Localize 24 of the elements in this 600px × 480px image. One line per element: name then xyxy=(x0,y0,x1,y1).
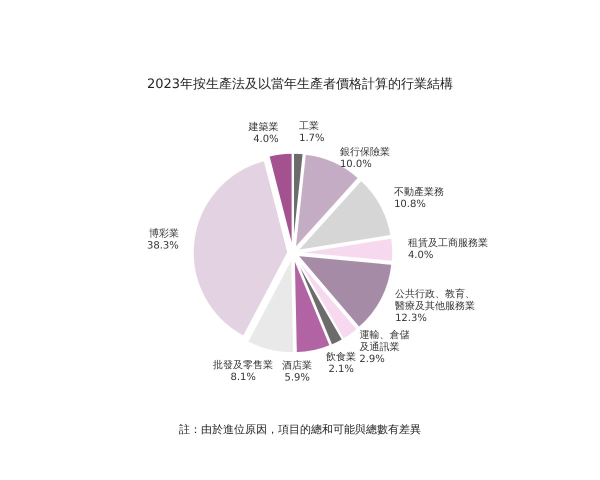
slice-label: 酒店業 xyxy=(282,360,312,372)
slice-label: 建築業 xyxy=(248,120,279,133)
slice-label: 批發及零售業 xyxy=(213,359,274,372)
slice-label: 飲食業 xyxy=(326,350,356,363)
data-label: 12.3% xyxy=(395,312,427,324)
chart-title: 2023年按生產法及以當年生產者價格計算的行業結構 xyxy=(146,77,454,92)
slice-label: 租賃及工商服務業 xyxy=(408,237,488,250)
slice-label: 工業 xyxy=(299,120,320,132)
data-label: 10.0% xyxy=(340,159,372,170)
slice-label: 公共行政、教育、醫療及其他服務業 xyxy=(395,288,476,312)
data-label: 38.3% xyxy=(147,240,179,252)
data-label: 10.8% xyxy=(394,199,426,210)
slice-label: 博彩業 xyxy=(148,227,179,240)
data-label: 5.9% xyxy=(284,372,310,384)
text: 註：由於進位原因，項目的總和可能與總數有差異 xyxy=(179,423,421,436)
slice-label: 銀行保險業 xyxy=(340,146,390,158)
data-label: 1.7% xyxy=(299,133,325,144)
data-label: 4.0% xyxy=(408,250,434,262)
data-label: 8.1% xyxy=(230,372,256,384)
slice-label: 運輸、倉儲及通訊業 xyxy=(359,328,410,353)
slice-label: 不動產業務 xyxy=(394,186,444,198)
data-label: 2.9% xyxy=(359,354,385,365)
data-label: 4.0% xyxy=(253,134,279,145)
data-label: 2.1% xyxy=(328,364,354,375)
